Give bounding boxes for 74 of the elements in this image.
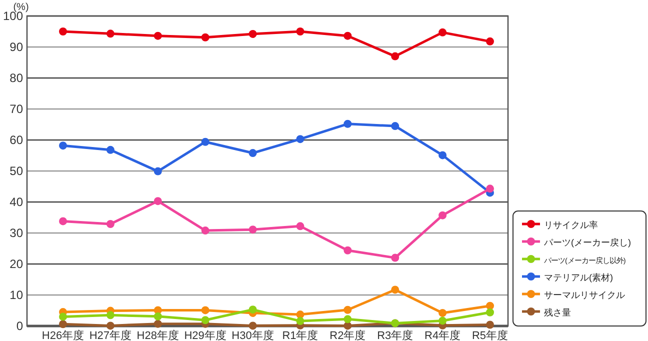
point — [201, 226, 210, 235]
legend-label: マテリアル(素材) — [544, 272, 613, 282]
point — [201, 306, 210, 314]
point — [391, 286, 400, 294]
point — [248, 322, 257, 330]
point — [486, 184, 494, 193]
point — [344, 120, 352, 128]
point — [486, 37, 494, 46]
legend-label: パーツ(メーカー戻し) — [543, 238, 631, 248]
point — [344, 315, 352, 324]
point — [438, 28, 447, 36]
point — [106, 220, 114, 228]
point — [391, 254, 400, 262]
x-tick-label: R2年度 — [330, 329, 366, 341]
legend-label: サーマルリサイクル — [544, 290, 625, 300]
point — [344, 246, 352, 254]
x-tick-label: R5年度 — [472, 329, 508, 341]
y-tick-label: 40 — [10, 195, 24, 209]
x-tick-label: R3年度 — [377, 329, 414, 341]
y-tick-label: 10 — [10, 288, 24, 302]
point — [106, 146, 114, 154]
point — [248, 306, 257, 314]
point — [248, 30, 257, 38]
x-tick-label: H28年度 — [136, 329, 179, 341]
point — [201, 138, 210, 146]
point — [391, 52, 400, 60]
point — [248, 226, 257, 234]
x-tick-label: H27年度 — [89, 329, 132, 341]
x-tick-label: R1年度 — [282, 329, 318, 341]
point — [438, 316, 447, 325]
point — [486, 302, 494, 310]
y-tick-label: 50 — [10, 164, 24, 178]
y-tick-label: 30 — [10, 226, 24, 240]
point — [438, 151, 447, 160]
y-tick-label: 90 — [10, 40, 24, 54]
point — [154, 32, 162, 40]
point — [344, 32, 352, 40]
point — [59, 28, 67, 36]
point — [438, 308, 447, 317]
point — [106, 311, 114, 320]
point — [486, 308, 494, 316]
point — [154, 312, 162, 320]
legend-label: リサイクル率 — [544, 220, 598, 230]
point — [59, 312, 67, 321]
y-axis-title: (%) — [13, 2, 29, 13]
point — [154, 197, 162, 206]
point — [486, 320, 494, 329]
x-tick-label: H26年度 — [42, 329, 84, 341]
y-tick-label: 60 — [10, 133, 24, 147]
x-tick-label: H30年度 — [232, 329, 274, 341]
point — [248, 149, 257, 158]
point — [296, 135, 304, 144]
y-tick-label: 0 — [16, 319, 24, 333]
point — [106, 30, 114, 38]
point — [201, 33, 210, 42]
y-tick-label: 20 — [10, 257, 24, 271]
x-tick-label: R4年度 — [424, 329, 461, 341]
point — [59, 142, 67, 150]
y-tick-label: 70 — [10, 102, 24, 116]
point — [154, 320, 162, 328]
point — [201, 316, 210, 324]
legend-label: 残さ量 — [544, 308, 571, 318]
point — [296, 28, 304, 36]
point — [106, 322, 114, 330]
point — [59, 217, 67, 226]
point — [154, 167, 162, 176]
x-tick-label: H29年度 — [184, 329, 226, 341]
point — [296, 317, 304, 326]
point — [344, 306, 352, 314]
point — [438, 211, 447, 220]
point — [296, 222, 304, 230]
y-tick-label: 80 — [10, 71, 24, 85]
point — [59, 320, 67, 328]
point — [391, 122, 400, 130]
